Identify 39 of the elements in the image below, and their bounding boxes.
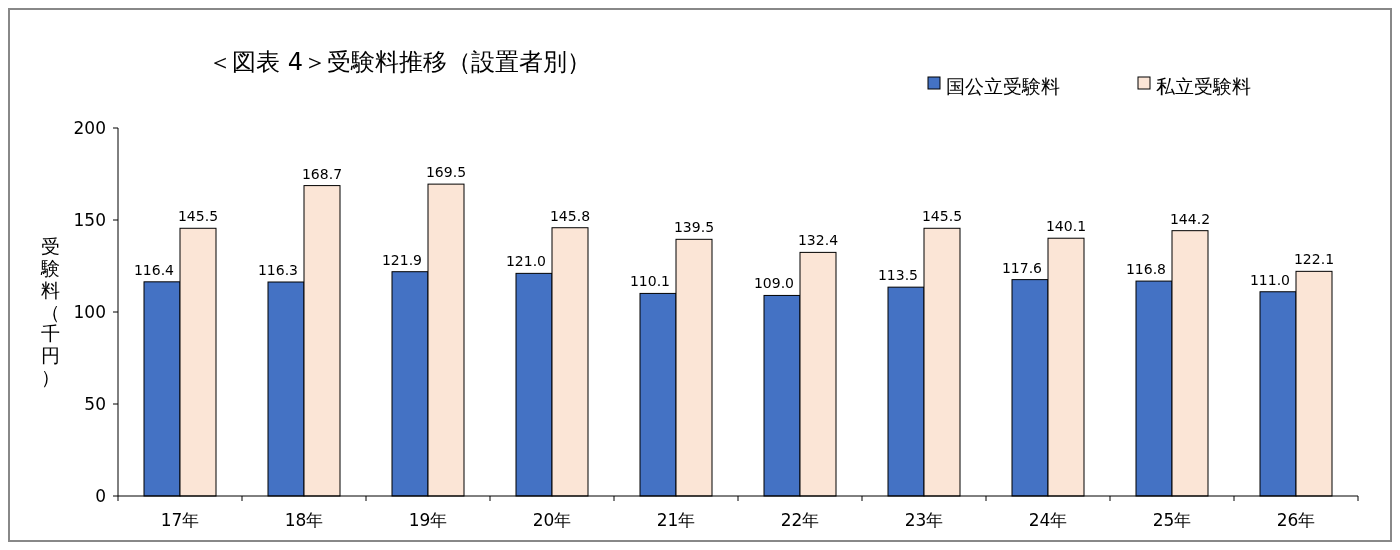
data-label: 145.5 [921, 208, 963, 225]
x-tick-label: 26年 [1276, 510, 1316, 530]
y-tick-label: 200 [73, 117, 106, 138]
x-tick-label: 21年 [656, 510, 696, 530]
data-label: 140.1 [1045, 218, 1087, 235]
x-tick-label: 18年 [284, 510, 324, 530]
data-label: 169.5 [425, 164, 467, 181]
chart-title: ＜図表 4＞受験料推移（設置者別） [208, 48, 591, 76]
x-tick-label: 24年 [1028, 510, 1068, 530]
y-tick-label: 0 [95, 485, 106, 506]
y-axis-title: 受験料（千円） [39, 235, 60, 389]
data-label: 116.3 [257, 262, 298, 279]
x-tick-label: 19年 [408, 510, 448, 530]
legend-label: 私立受験料 [1156, 74, 1251, 97]
data-label: 139.5 [673, 219, 715, 236]
y-tick-label: 150 [73, 209, 106, 230]
data-label: 132.4 [797, 232, 839, 249]
data-label: 116.4 [133, 261, 175, 278]
data-label: 117.6 [1001, 259, 1043, 276]
x-tick-label: 17年 [160, 510, 200, 530]
data-label: 110.1 [629, 273, 670, 290]
x-tick-label: 25年 [1152, 510, 1192, 530]
data-label: 113.5 [877, 267, 918, 284]
legend-label: 国公立受験料 [946, 74, 1060, 97]
x-tick-label: 22年 [780, 510, 820, 530]
y-tick-label: 100 [73, 301, 106, 322]
data-label: 121.0 [505, 253, 546, 270]
data-label: 121.9 [381, 251, 422, 268]
data-label: 145.5 [177, 208, 219, 225]
data-label: 168.7 [301, 165, 343, 182]
data-label: 145.8 [549, 207, 591, 224]
y-tick-label: 50 [84, 393, 106, 414]
data-label: 111.0 [1249, 271, 1290, 288]
x-tick-label: 20年 [532, 510, 572, 530]
x-tick-label: 23年 [904, 510, 944, 530]
data-label: 122.1 [1293, 251, 1335, 268]
data-label: 116.8 [1125, 261, 1166, 278]
data-label: 144.2 [1169, 210, 1211, 227]
data-label: 109.0 [753, 275, 794, 292]
